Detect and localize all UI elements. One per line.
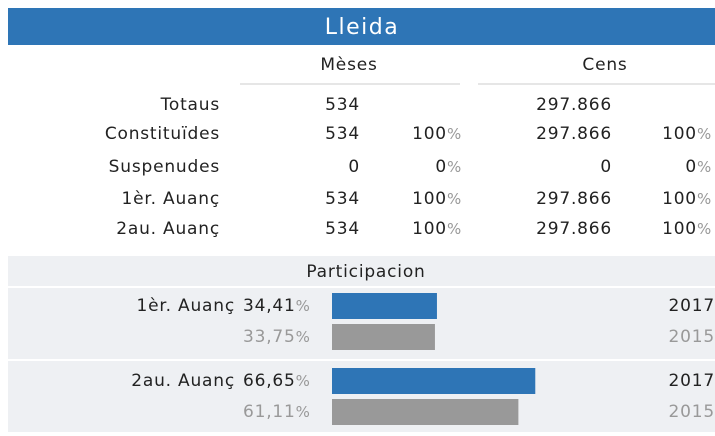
value-label: 66,65% [243,371,311,391]
percent: 100% [662,124,712,144]
value-label: 34,41% [243,296,311,316]
meses-count: 534 [325,95,360,115]
row-label: Constituïdes [105,124,220,144]
row-label: 1èr. Auanç [122,189,220,209]
percent-value: 100 [662,219,697,239]
percent: 100% [412,124,462,144]
meses-count: 534 [325,219,360,239]
cens-count: 297.866 [536,219,612,239]
percent-sign: % [697,158,712,176]
value-label: 61,11% [243,402,311,422]
value-sign: % [296,297,311,315]
group-label: 1èr. Auanç [137,296,235,316]
participation-title: Participacion [306,262,425,282]
percent-value: 100 [662,189,697,209]
percent-sign: % [697,190,712,208]
value-number: 33,75 [243,327,296,347]
value-number: 34,41 [243,296,296,316]
percent: 100% [412,189,462,209]
bar [332,293,437,319]
percent-sign: % [447,190,462,208]
header-bar [8,8,715,45]
percent-value: 100 [412,189,447,209]
percent: 100% [662,219,712,239]
percent-sign: % [447,220,462,238]
value-label: 33,75% [243,327,311,347]
value-number: 61,11 [243,402,296,422]
row-label: Suspenudes [109,157,220,177]
percent: 100% [662,189,712,209]
meses-count: 534 [325,189,360,209]
meses-count: 534 [325,124,360,144]
year-label: 2015 [669,327,715,347]
year-label: 2017 [669,296,715,316]
header-title: Lleida [325,15,399,40]
percent-value: 0 [685,157,697,177]
percent-value: 100 [412,124,447,144]
percent: 0% [435,157,462,177]
percent-sign: % [697,220,712,238]
row-label: Totaus [160,95,220,115]
percent-sign: % [697,125,712,143]
column-header: Cens [582,55,627,75]
value-sign: % [296,328,311,346]
cens-count: 297.866 [536,95,612,115]
percent-value: 100 [412,219,447,239]
value-number: 66,65 [243,371,296,391]
bar [332,399,519,425]
percent-value: 100 [662,124,697,144]
year-label: 2015 [669,402,715,422]
column-header: Mèses [320,55,377,75]
value-sign: % [296,403,311,421]
bar [332,324,435,350]
bar [332,368,536,394]
percent-value: 0 [435,157,447,177]
value-sign: % [296,372,311,390]
percent: 0% [685,157,712,177]
percent-sign: % [447,125,462,143]
cens-count: 297.866 [536,189,612,209]
row-label: 2au. Auanç [116,219,220,239]
percent: 100% [412,219,462,239]
meses-count: 0 [348,157,360,177]
group-label: 2au. Auanç [131,371,235,391]
cens-count: 0 [600,157,612,177]
percent-sign: % [447,158,462,176]
cens-count: 297.866 [536,124,612,144]
year-label: 2017 [669,371,715,391]
